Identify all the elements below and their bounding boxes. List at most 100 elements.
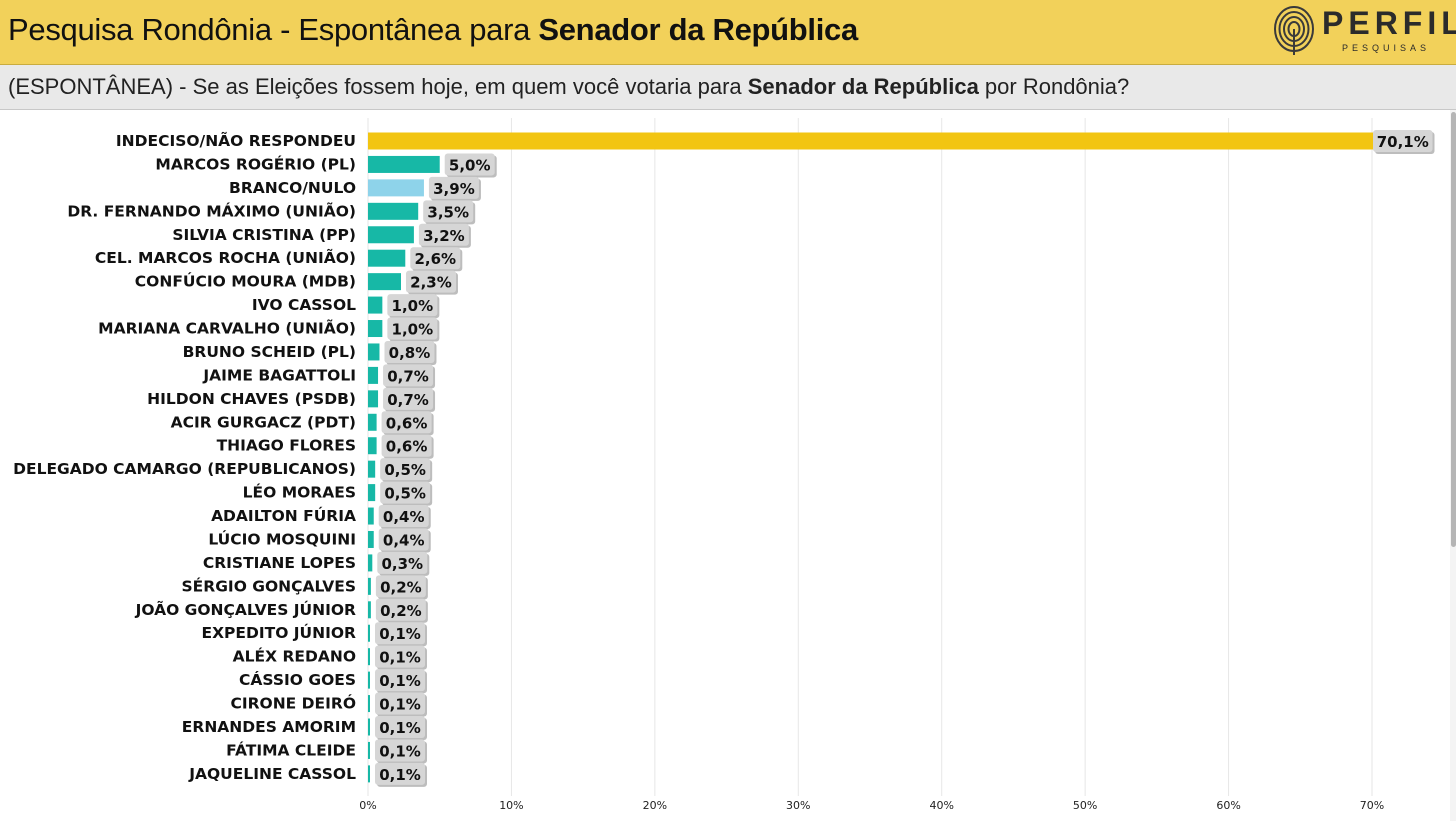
bar xyxy=(368,296,383,314)
scrollbar-thumb[interactable] xyxy=(1451,112,1456,547)
value-label: 0,1% xyxy=(379,696,421,714)
x-tick-label: 40% xyxy=(929,799,953,812)
category-label: LÚCIO MOSQUINI xyxy=(208,529,356,548)
value-label-box xyxy=(381,434,432,457)
value-label: 0,1% xyxy=(379,649,421,667)
category-label: ADAILTON FÚRIA xyxy=(211,506,356,525)
value-label-box xyxy=(378,528,429,551)
value-label: 0,4% xyxy=(383,531,425,549)
value-label-box xyxy=(375,622,425,645)
category-label: CIRONE DEIRÓ xyxy=(230,694,356,713)
category-label: BRANCO/NULO xyxy=(229,179,356,197)
x-tick-label: 10% xyxy=(499,799,523,812)
category-label: JOÃO GONÇALVES JÚNIOR xyxy=(135,600,356,619)
category-label: FÁTIMA CLEIDE xyxy=(226,740,356,759)
bar xyxy=(368,718,370,736)
value-label-box xyxy=(378,505,429,528)
category-label: SILVIA CRISTINA (PP) xyxy=(172,226,356,244)
x-tick-label: 60% xyxy=(1216,799,1240,812)
category-label: MARCOS ROGÉRIO (PL) xyxy=(155,154,356,173)
value-label-box xyxy=(418,223,469,246)
bar xyxy=(368,741,370,759)
bar xyxy=(368,530,374,548)
value-label: 3,9% xyxy=(433,180,475,198)
value-label-box xyxy=(375,669,425,692)
value-label: 0,8% xyxy=(389,344,431,362)
value-label-box xyxy=(380,458,431,481)
bar xyxy=(368,202,419,220)
value-label-box xyxy=(375,762,425,785)
value-label: 0,1% xyxy=(379,672,421,690)
bar xyxy=(368,460,376,478)
bar xyxy=(368,765,370,783)
bar xyxy=(368,554,373,572)
category-label: SÉRGIO GONÇALVES xyxy=(182,576,356,595)
category-label: CRISTIANE LOPES xyxy=(203,554,356,572)
bar xyxy=(368,484,376,502)
value-label: 0,7% xyxy=(387,367,429,385)
category-label: CEL. MARCOS ROCHA (UNIÃO) xyxy=(95,248,356,267)
bar xyxy=(368,413,377,431)
value-label: 0,2% xyxy=(380,578,422,596)
value-label: 3,5% xyxy=(427,203,469,221)
category-label: HILDON CHAVES (PSDB) xyxy=(147,390,356,408)
value-label: 0,6% xyxy=(386,414,428,432)
value-label-box xyxy=(444,153,495,176)
value-label-box xyxy=(387,317,438,340)
bar xyxy=(368,343,380,361)
value-label: 3,2% xyxy=(423,227,465,245)
page-title-bold: Senador da República xyxy=(538,12,858,47)
bar-chart: 0% 10% 20% 30% 40% 50% 60% 70% INDECISO/NÃO RESP… xyxy=(13,118,1435,812)
value-label-box xyxy=(375,739,425,762)
value-label: 0,2% xyxy=(380,602,422,620)
category-label: CÁSSIO GOES xyxy=(239,670,356,689)
value-label: 0,1% xyxy=(379,766,421,784)
value-label: 0,1% xyxy=(379,625,421,643)
value-label-box xyxy=(428,176,479,199)
x-tick-label: 20% xyxy=(643,799,667,812)
bar xyxy=(368,507,374,525)
value-label-box xyxy=(1373,130,1433,152)
x-tick-label: 0% xyxy=(359,799,376,812)
value-label-box xyxy=(375,598,426,621)
category-label: ACIR GURGACZ (PDT) xyxy=(171,413,356,431)
value-label-box xyxy=(375,716,425,738)
x-tick-label: 30% xyxy=(786,799,810,812)
value-label: 0,1% xyxy=(379,719,421,737)
x-tick-label: 70% xyxy=(1360,799,1384,812)
fingerprint-icon xyxy=(1274,6,1314,55)
category-label: JAIME BAGATTOLI xyxy=(202,366,356,384)
value-label: 0,4% xyxy=(383,508,425,526)
category-label: ERNANDES AMORIM xyxy=(182,718,356,736)
bar xyxy=(368,132,1374,150)
value-label: 0,5% xyxy=(384,461,426,479)
category-label: LÉO MORAES xyxy=(243,483,356,502)
value-label-box xyxy=(423,200,474,223)
question-suffix: por Rondônia? xyxy=(978,74,1130,99)
bar xyxy=(368,155,440,173)
category-label: MARIANA CARVALHO (UNIÃO) xyxy=(98,319,356,338)
bar xyxy=(368,320,383,338)
category-label: IVO CASSOL xyxy=(252,296,356,314)
category-label: EXPEDITO JÚNIOR xyxy=(202,623,357,642)
question-text: (ESPONTÂNEA) - Se as Eleições fossem hoj… xyxy=(8,74,1129,100)
value-label: 5,0% xyxy=(449,156,491,174)
page-title-prefix: Pesquisa Rondônia - Espontânea para xyxy=(8,12,539,47)
bar xyxy=(368,624,370,642)
value-label-box xyxy=(387,294,438,317)
bar xyxy=(368,249,406,267)
bar xyxy=(368,671,370,689)
header-bar: Pesquisa Rondônia - Espontânea para Sena… xyxy=(0,0,1456,65)
bar xyxy=(368,601,371,619)
value-label-box xyxy=(384,340,435,363)
brand-logo: PERFIL PESQUISAS xyxy=(1272,3,1456,59)
value-label: 1,0% xyxy=(392,297,434,315)
category-label: THIAGO FLORES xyxy=(217,437,356,455)
page-title: Pesquisa Rondônia - Espontânea para Sena… xyxy=(8,12,858,48)
value-label-box xyxy=(383,387,434,410)
bar xyxy=(368,648,370,666)
x-tick-label: 50% xyxy=(1073,799,1097,812)
value-label: 0,6% xyxy=(386,438,428,456)
value-label: 0,5% xyxy=(384,485,426,503)
bar xyxy=(368,366,379,384)
